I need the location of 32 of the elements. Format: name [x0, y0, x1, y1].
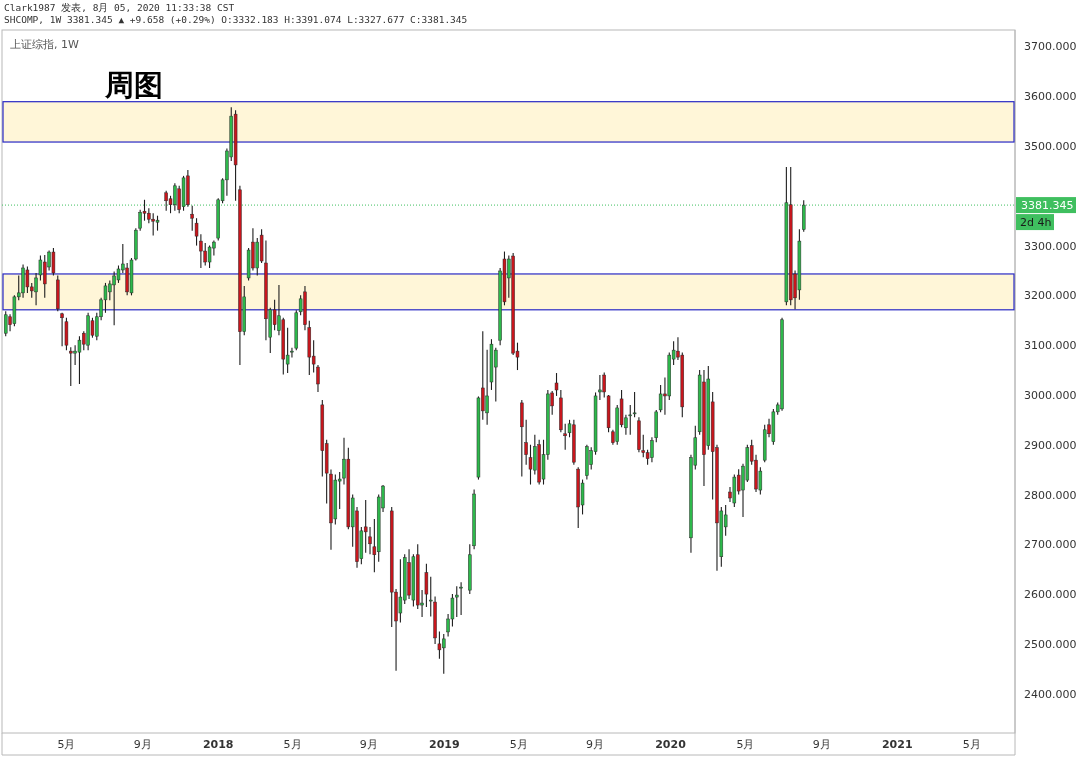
x-tick-label: 9月: [585, 738, 604, 751]
text: SHCOMP, 1W 3381.345 ▲ +9.658 (+0.29%) O:3332.183 H:3391.074 L:3327.677 C:3381.345: [4, 14, 468, 25]
x-tick-label: 9月: [812, 738, 831, 751]
x-tick-label: 5月: [962, 738, 981, 751]
x-tick-label: 5月: [57, 738, 76, 751]
y-tick-label: 3500.000: [1024, 140, 1077, 153]
y-tick-label: 2900.000: [1024, 438, 1077, 452]
y-tick-label: 2400.000: [1024, 687, 1077, 701]
x-tick-label: 5月: [283, 738, 302, 751]
x-tick-label: 2021: [881, 738, 913, 751]
text: 2d 4h: [1020, 216, 1052, 230]
y-tick-label: 3100.000: [1024, 339, 1077, 353]
x-tick-label: 2019: [429, 738, 460, 751]
x-tick-label: 5月: [509, 738, 528, 751]
y-tick-label: 2500.000: [1024, 637, 1077, 651]
y-tick-label: 2600.000: [1024, 588, 1077, 602]
y-tick-label: 3600.000: [1024, 90, 1077, 104]
text: Clark1987 发表, 8月 05, 2020 11:33:38 CST: [4, 2, 235, 13]
text: 上证综指, 1W: [10, 38, 79, 51]
y-tick-label: 3300.000: [1024, 239, 1077, 253]
y-tick-label: 2800.000: [1024, 488, 1077, 502]
y-tick-label: 3700.000: [1024, 40, 1077, 54]
ref-line-label: 3381.345: [1021, 199, 1074, 213]
x-tick-label: 9月: [359, 738, 378, 751]
x-tick-label: 5月: [736, 738, 755, 751]
x-tick-label: 9月: [133, 738, 152, 751]
text: 周图: [104, 68, 163, 102]
x-tick-label: 2020: [655, 738, 687, 751]
y-tick-label: 2700.000: [1024, 538, 1077, 552]
y-tick-label: 3000.000: [1024, 388, 1077, 402]
y-tick-label: 3200.000: [1024, 289, 1077, 303]
x-tick-label: 2018: [202, 738, 234, 751]
